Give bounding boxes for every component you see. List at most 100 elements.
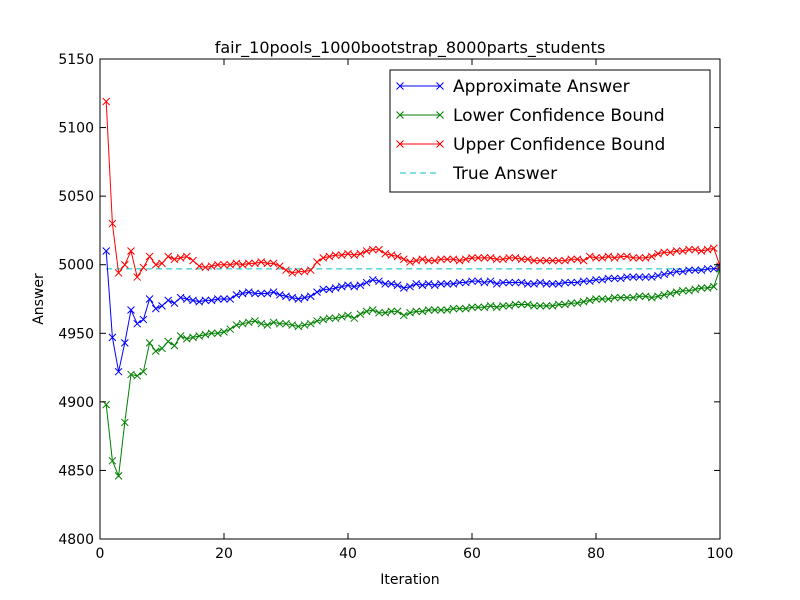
data-point-lower-confidence-bound	[368, 306, 377, 314]
data-point-lower-confidence-bound	[709, 282, 718, 291]
data-point-upper-confidence-bound	[220, 260, 228, 269]
data-point-upper-confidence-bound	[536, 256, 545, 265]
data-point-approximate-answer	[666, 269, 675, 277]
data-point-upper-confidence-bound	[282, 266, 290, 275]
data-point-lower-confidence-bound	[294, 322, 303, 331]
data-point-upper-confidence-bound	[685, 245, 693, 254]
data-point-approximate-answer	[108, 333, 117, 342]
data-point-upper-confidence-bound	[257, 258, 266, 266]
data-point-upper-confidence-bound	[151, 260, 160, 269]
x-tick-label: 80	[587, 546, 605, 562]
y-tick-label: 4950	[58, 326, 94, 342]
legend-entry-true-answer: True Answer	[400, 164, 557, 184]
data-point-approximate-answer	[226, 295, 235, 303]
y-tick-label: 5050	[58, 189, 94, 205]
data-point-approximate-answer	[387, 280, 396, 288]
legend-label: Lower Confidence Bound	[453, 106, 665, 126]
data-point-lower-confidence-bound	[486, 302, 495, 310]
data-point-upper-confidence-bound	[269, 259, 278, 268]
data-point-upper-confidence-bound	[511, 254, 520, 262]
data-point-upper-confidence-bound	[585, 252, 594, 261]
legend-swatch-marker	[436, 82, 444, 90]
data-point-upper-confidence-bound	[344, 249, 352, 258]
data-point-approximate-answer	[709, 264, 718, 273]
data-point-approximate-answer	[151, 304, 160, 313]
data-point-approximate-answer	[282, 292, 290, 301]
data-point-lower-confidence-bound	[344, 311, 352, 320]
data-point-approximate-answer	[660, 270, 669, 279]
data-point-upper-confidence-bound	[164, 252, 173, 261]
data-point-approximate-answer	[213, 295, 222, 303]
series-upper-confidence-bound	[102, 97, 720, 281]
data-point-lower-confidence-bound	[387, 307, 396, 316]
data-point-approximate-answer	[635, 273, 644, 281]
data-point-lower-confidence-bound	[195, 332, 204, 340]
data-point-approximate-answer	[647, 273, 656, 281]
data-point-approximate-answer	[263, 289, 272, 298]
legend-label: Upper Confidence Bound	[453, 135, 665, 155]
data-point-upper-confidence-bound	[592, 254, 600, 262]
data-point-lower-confidence-bound	[610, 293, 619, 302]
data-point-approximate-answer	[331, 284, 340, 292]
data-point-upper-confidence-bound	[616, 252, 625, 261]
data-point-upper-confidence-bound	[548, 256, 557, 265]
data-point-upper-confidence-bound	[337, 251, 346, 259]
data-point-upper-confidence-bound	[623, 252, 631, 261]
data-point-upper-confidence-bound	[480, 254, 489, 262]
data-point-upper-confidence-bound	[201, 263, 210, 272]
data-point-approximate-answer	[548, 280, 557, 288]
data-point-approximate-answer	[486, 277, 495, 286]
data-point-upper-confidence-bound	[492, 255, 501, 264]
y-tick-label: 5000	[58, 258, 94, 274]
data-point-approximate-answer	[207, 296, 216, 305]
data-point-lower-confidence-bound	[313, 317, 321, 325]
data-point-approximate-answer	[536, 278, 545, 287]
y-axis-label: Answer	[31, 273, 47, 325]
data-point-upper-confidence-bound	[654, 249, 662, 258]
data-point-lower-confidence-bound	[164, 337, 173, 346]
data-point-approximate-answer	[182, 295, 191, 303]
data-point-approximate-answer	[399, 284, 408, 292]
data-point-approximate-answer	[585, 277, 594, 286]
y-tick-label: 4800	[58, 532, 94, 548]
data-point-approximate-answer	[685, 266, 693, 275]
data-point-lower-confidence-bound	[275, 319, 284, 328]
data-point-lower-confidence-bound	[226, 325, 235, 334]
y-tick-label: 4850	[58, 463, 94, 479]
data-point-lower-confidence-bound	[629, 293, 638, 302]
data-point-upper-confidence-bound	[288, 269, 297, 277]
data-point-approximate-answer	[480, 278, 489, 287]
data-point-lower-confidence-bound	[579, 297, 588, 306]
data-point-approximate-answer	[412, 280, 421, 288]
data-point-upper-confidence-bound	[176, 254, 185, 262]
data-point-approximate-answer	[418, 281, 427, 290]
data-point-upper-confidence-bound	[300, 267, 309, 276]
data-point-lower-confidence-bound	[201, 330, 210, 339]
data-point-lower-confidence-bound	[548, 302, 557, 310]
data-point-upper-confidence-bound	[306, 266, 315, 275]
data-point-approximate-answer	[257, 289, 266, 298]
data-point-lower-confidence-bound	[139, 367, 148, 376]
data-point-upper-confidence-bound	[443, 255, 452, 264]
y-tick-label: 5100	[58, 121, 94, 137]
series-line-upper-confidence-bound	[105, 101, 720, 279]
data-point-approximate-answer	[523, 280, 532, 288]
data-point-lower-confidence-bound	[685, 286, 693, 295]
legend-swatch-marker	[396, 140, 404, 148]
data-point-lower-confidence-bound	[517, 300, 526, 309]
data-point-approximate-answer	[406, 282, 414, 291]
plot-area	[102, 97, 720, 480]
data-point-approximate-answer	[325, 285, 334, 294]
data-point-approximate-answer	[598, 275, 607, 284]
data-point-approximate-answer	[220, 295, 228, 303]
data-point-lower-confidence-bound	[598, 295, 607, 303]
data-point-lower-confidence-bound	[356, 310, 365, 318]
data-point-lower-confidence-bound	[437, 306, 445, 314]
data-point-lower-confidence-bound	[399, 311, 408, 320]
data-point-upper-confidence-bound	[108, 219, 117, 228]
data-point-upper-confidence-bound	[430, 256, 439, 265]
data-point-lower-confidence-bound	[585, 296, 594, 305]
data-point-approximate-answer	[592, 275, 600, 284]
data-point-upper-confidence-bound	[461, 255, 470, 264]
data-point-approximate-answer	[511, 278, 520, 287]
